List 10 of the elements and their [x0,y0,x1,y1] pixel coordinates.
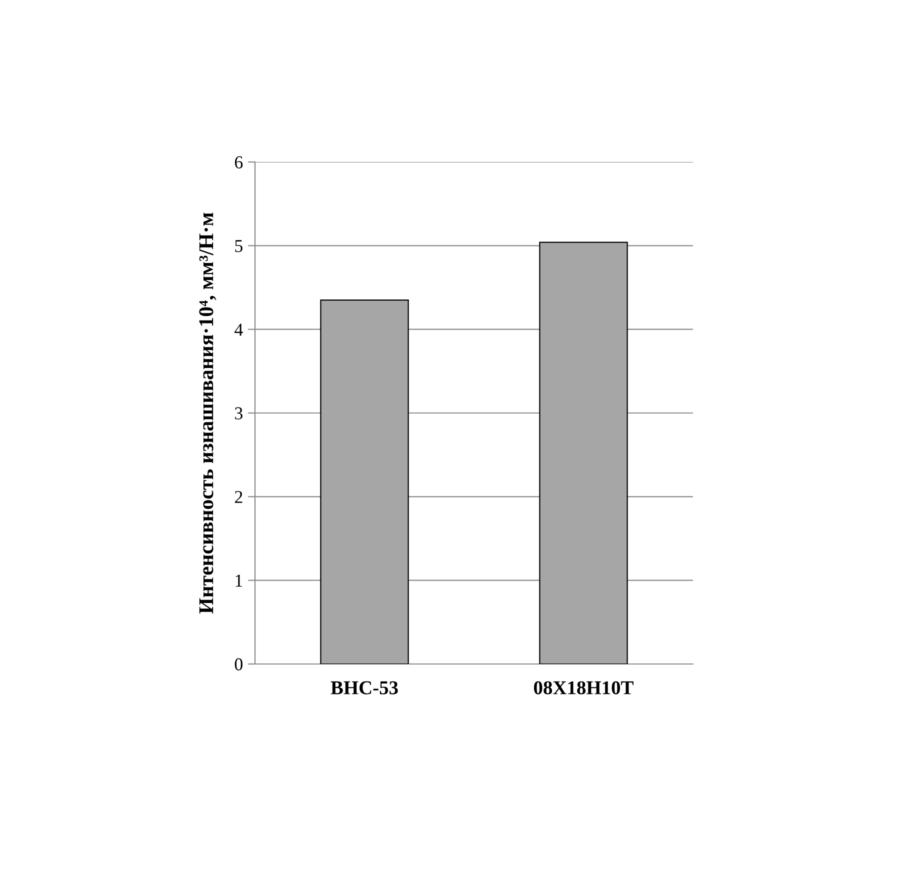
y-tick-label: 2 [234,490,242,503]
y-tick-label: 5 [235,240,242,252]
y-tick-label: 1 [236,574,242,587]
x-tick-label: 08Х18Н10Т [534,681,634,694]
y-tick-label: 6 [234,156,243,168]
y-axis-title: Интенсивность изнашивания·10⁴, мм³/Н·м [199,212,216,614]
y-tick-label: 4 [234,324,243,336]
y-tick-label: 3 [235,407,242,420]
x-tick-label: ВНС-53 [330,681,398,694]
y-tick-label: 0 [234,658,243,670]
